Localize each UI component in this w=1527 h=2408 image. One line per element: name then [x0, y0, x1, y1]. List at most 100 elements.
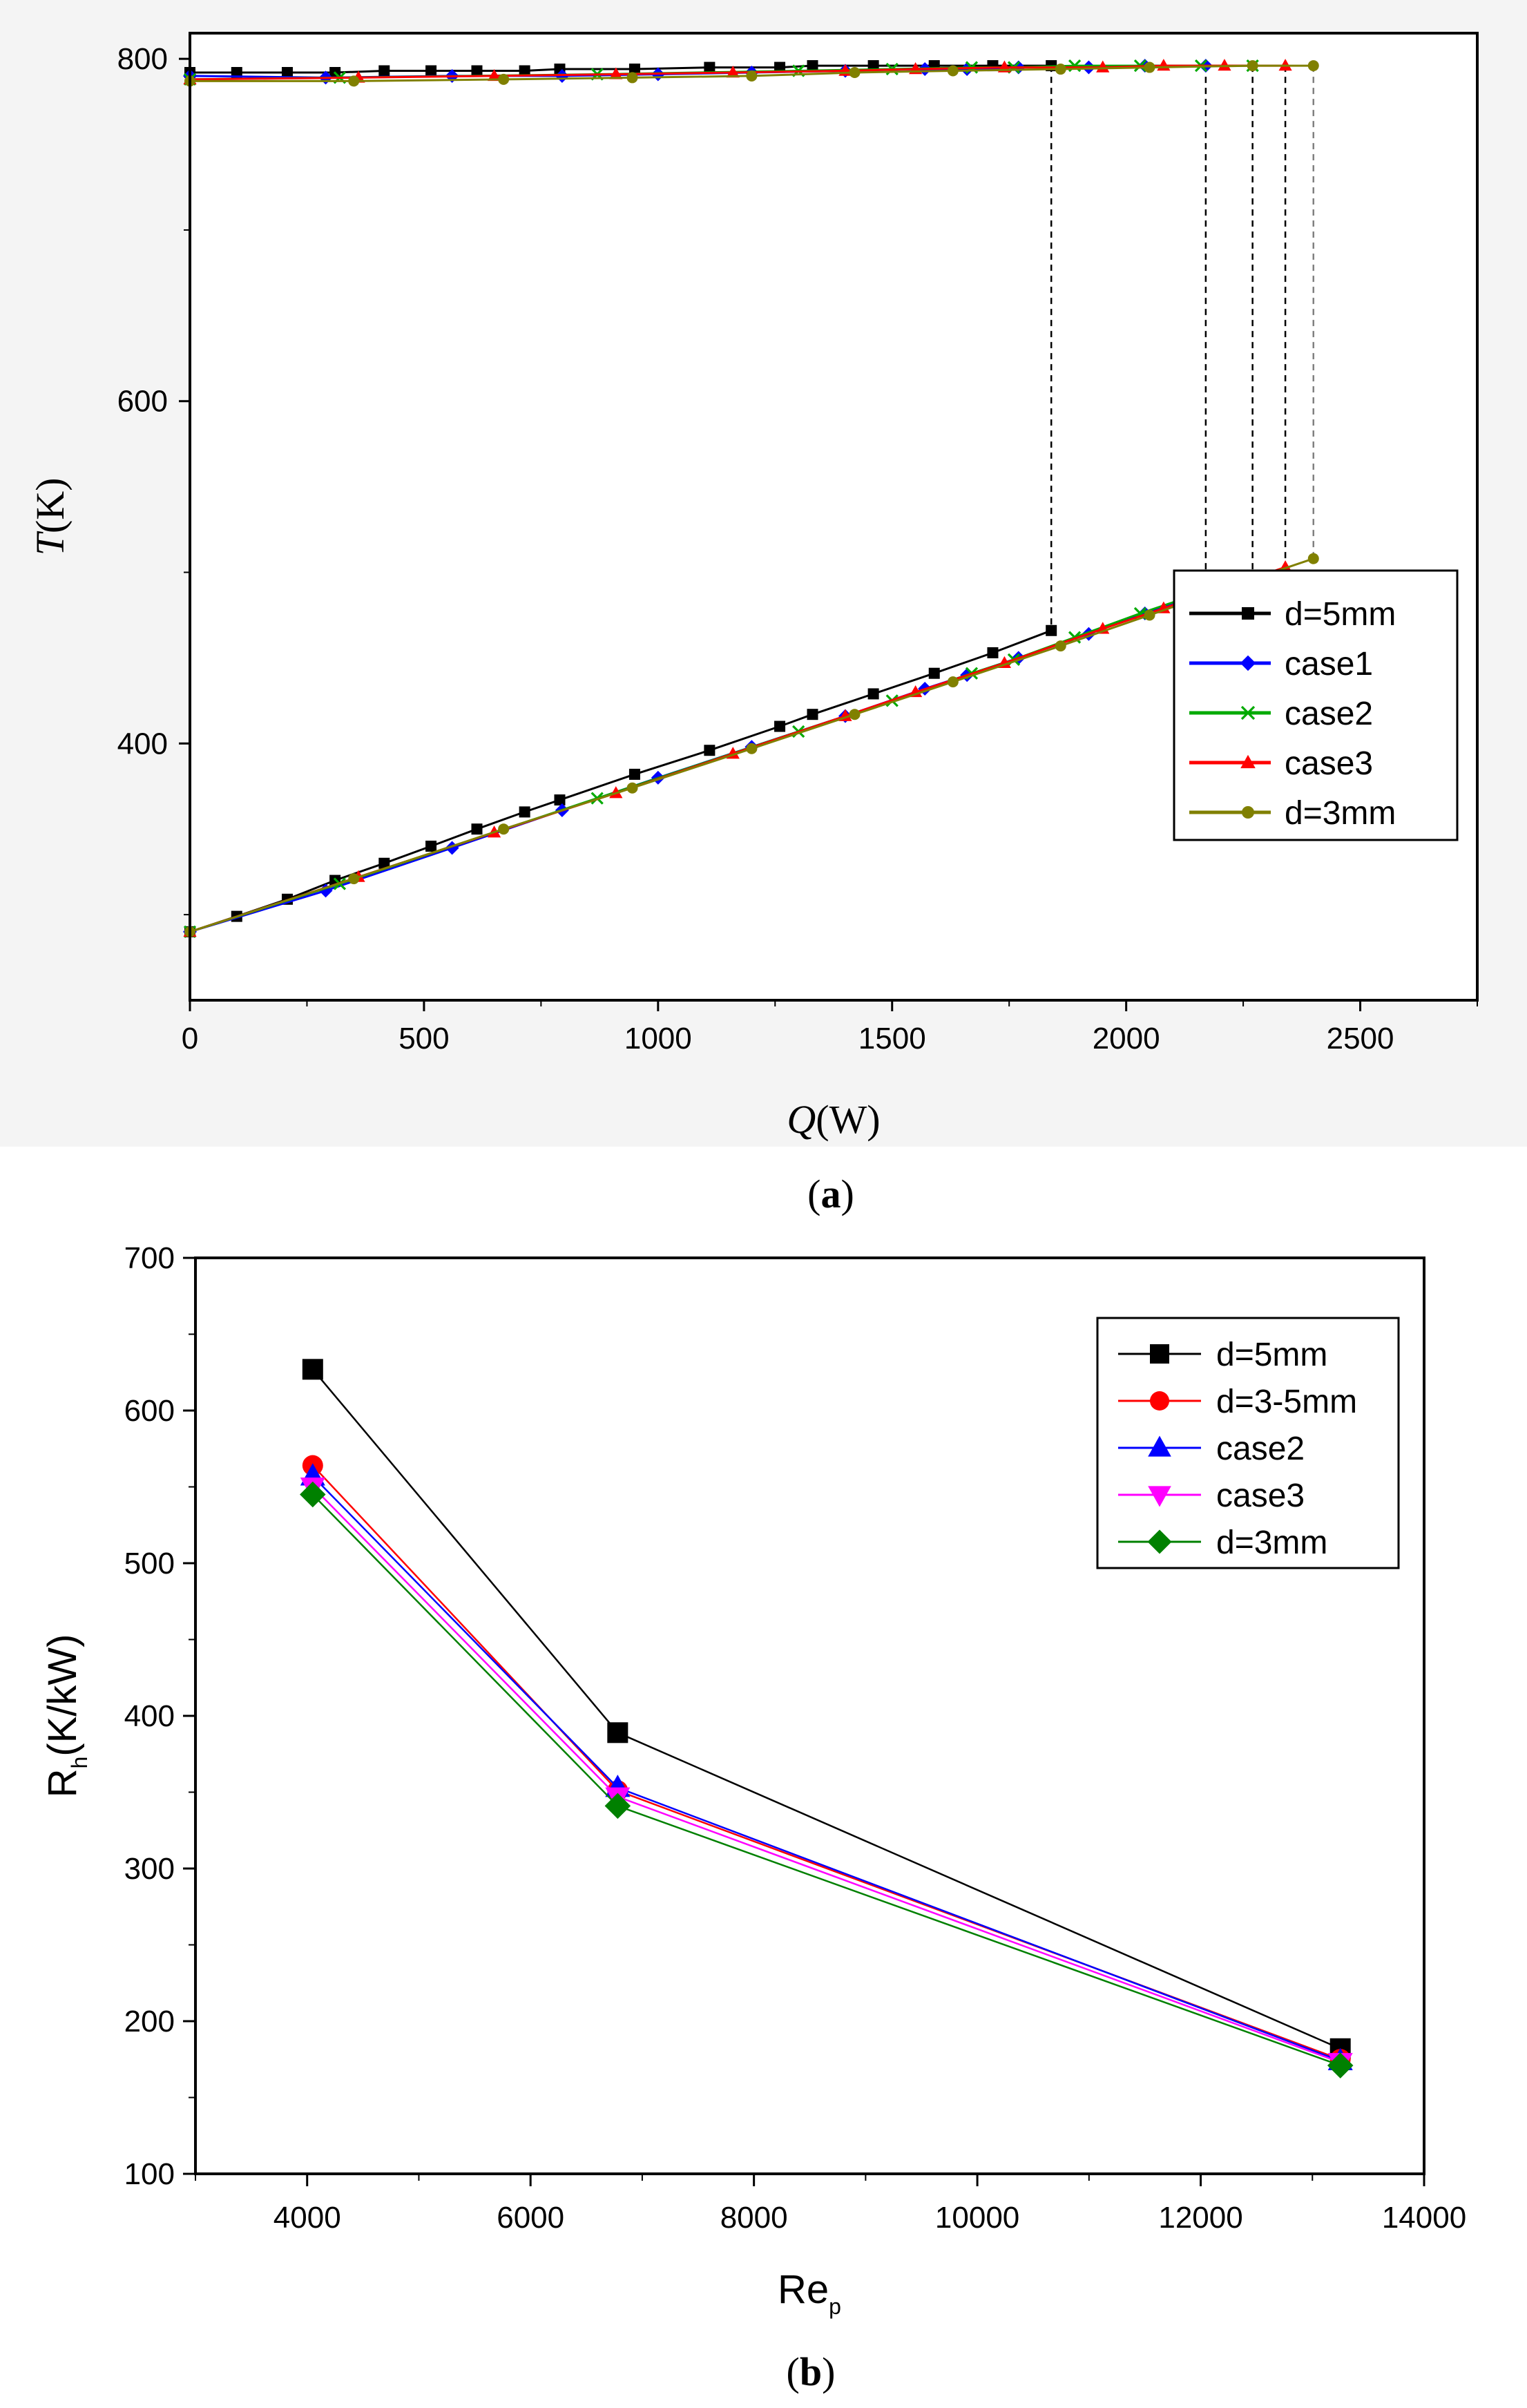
x-tick-label: 2500: [1327, 1022, 1394, 1055]
legend-marker: [1150, 1391, 1169, 1411]
data-point: [302, 1359, 323, 1380]
x-tick-label: 2000: [1093, 1022, 1160, 1055]
data-point: [348, 873, 360, 885]
series-d-5mm: [302, 1359, 1351, 2059]
legend-label: d=5mm: [1285, 596, 1396, 633]
data-point: [498, 823, 510, 835]
legend-label: case3: [1216, 1478, 1305, 1514]
series-d-3mm: [300, 1481, 1354, 2079]
legend-item-d-3mm: d=3mm: [1189, 795, 1396, 832]
data-point: [281, 66, 293, 78]
data-point: [947, 676, 959, 688]
data-point: [1307, 60, 1319, 72]
data-point: [1144, 61, 1155, 73]
x-tick-label: 1500: [858, 1022, 926, 1055]
data-point: [1247, 60, 1258, 72]
x-tick-label: 14000: [1382, 2201, 1466, 2235]
data-point: [604, 1793, 631, 1819]
legend-label: case1: [1285, 646, 1373, 682]
data-point: [628, 768, 640, 780]
data-point: [554, 794, 566, 806]
data-point: [471, 823, 483, 835]
chart-a-ticks: 0 500 1000 1500 2000 2500 400 600 800: [117, 42, 1478, 1055]
legend-item-case2: case2: [1189, 696, 1373, 732]
chart-a-caption-letter: a: [821, 1172, 841, 1216]
x-tick-label: 1000: [624, 1022, 692, 1055]
y-tick-label: 600: [124, 1394, 175, 1428]
chart-a-xlabel: Q(W): [787, 1097, 880, 1142]
legend-marker: [1148, 1435, 1171, 1457]
legend-marker: [1147, 1529, 1172, 1554]
data-point: [987, 647, 999, 658]
legend-frame: [1173, 569, 1459, 841]
legend-frame: [1096, 1317, 1400, 1569]
data-point: [348, 75, 360, 87]
legend-item-case2: case2: [1118, 1431, 1305, 1467]
data-point: [746, 70, 758, 82]
data-point: [1096, 60, 1110, 73]
series-line-case3-upper: [189, 64, 1286, 81]
chart-a-frame: [189, 32, 1479, 1002]
y-tick-label: 600: [117, 385, 168, 419]
data-point: [928, 667, 940, 679]
data-point: [807, 60, 818, 72]
data-point: [231, 66, 242, 78]
chart-b: 4000 6000 8000 10000 12000 14000 100 200 300 400 5…: [40, 1241, 1466, 2319]
chart-b-series: [300, 1359, 1354, 2079]
data-point: [626, 782, 638, 794]
chart-b-ylabel-main: R: [40, 1769, 85, 1798]
data-point: [774, 720, 786, 732]
chart-a-xlabel-unit: (W): [816, 1097, 880, 1142]
x-tick-label: 4000: [273, 2201, 341, 2235]
chart-b-legend: d=5mm d=3-5mm case2 case3 d=3mm: [1096, 1317, 1400, 1569]
y-tick-label: 500: [124, 1547, 175, 1580]
data-point: [626, 72, 638, 84]
data-point: [1055, 64, 1066, 75]
chart-b-ylabel-unit: (K/kW): [40, 1634, 85, 1757]
legend-label: d=5mm: [1216, 1337, 1327, 1373]
legend-marker: [1240, 655, 1256, 671]
legend-marker: [1240, 705, 1256, 720]
data-point: [1068, 631, 1082, 644]
legend-marker: [1148, 1486, 1171, 1507]
data-point: [849, 66, 861, 78]
chart-a-plot-area: [190, 33, 1477, 1000]
legend-marker: [1150, 1344, 1169, 1364]
legend-item-d-5mm: d=5mm: [1118, 1337, 1327, 1373]
data-point: [1055, 640, 1066, 652]
chart-a-ylabel-main: T: [28, 531, 73, 555]
data-point: [300, 1481, 326, 1508]
y-tick-label: 800: [117, 42, 168, 76]
chart-a-caption: (a): [807, 1172, 854, 1216]
legend-label: case2: [1285, 696, 1373, 732]
y-tick-label: 400: [124, 1699, 175, 1733]
legend-item-case3: case3: [1189, 745, 1373, 782]
y-tick-label: 300: [124, 1852, 175, 1886]
legend-item-case3: case3: [1118, 1478, 1305, 1514]
legend-item-d-3-5mm: d=3-5mm: [1118, 1384, 1357, 1420]
data-point: [1046, 624, 1057, 636]
legend-label: case2: [1216, 1431, 1305, 1467]
data-point: [1157, 601, 1171, 613]
data-point: [519, 65, 530, 77]
legend-marker: [1242, 607, 1254, 620]
data-point: [746, 743, 758, 754]
chart-b-xlabel-main: Re: [778, 2267, 829, 2312]
data-point: [609, 67, 623, 79]
data-point: [425, 65, 437, 77]
legend-label: d=3mm: [1285, 795, 1396, 832]
chart-b-caption: (b): [787, 2349, 836, 2394]
x-tick-label: 6000: [497, 2201, 564, 2235]
legend-label: d=3mm: [1216, 1525, 1327, 1561]
chart-b-xlabel: Rep: [778, 2267, 841, 2319]
legend-item-case1: case1: [1189, 646, 1373, 682]
data-point: [947, 65, 959, 77]
legend-item-d-3mm: d=3mm: [1118, 1525, 1327, 1561]
legend-marker: [1240, 754, 1256, 769]
data-point: [867, 688, 879, 700]
legend-label: case3: [1285, 745, 1373, 782]
legend-label: d=3-5mm: [1216, 1384, 1357, 1420]
x-tick-label: 0: [182, 1022, 198, 1055]
legend-marker: [1242, 806, 1254, 819]
chart-b-ylabel: Rh(K/kW): [40, 1634, 92, 1798]
